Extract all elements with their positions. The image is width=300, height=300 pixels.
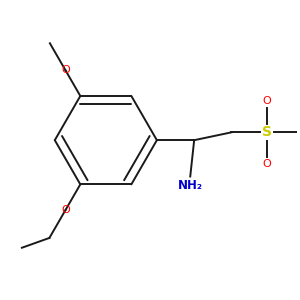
Text: NH₂: NH₂ (178, 179, 203, 192)
Text: O: O (262, 96, 271, 106)
Text: O: O (61, 65, 70, 76)
Text: O: O (61, 205, 70, 215)
Text: O: O (262, 159, 271, 169)
Text: S: S (262, 125, 272, 139)
